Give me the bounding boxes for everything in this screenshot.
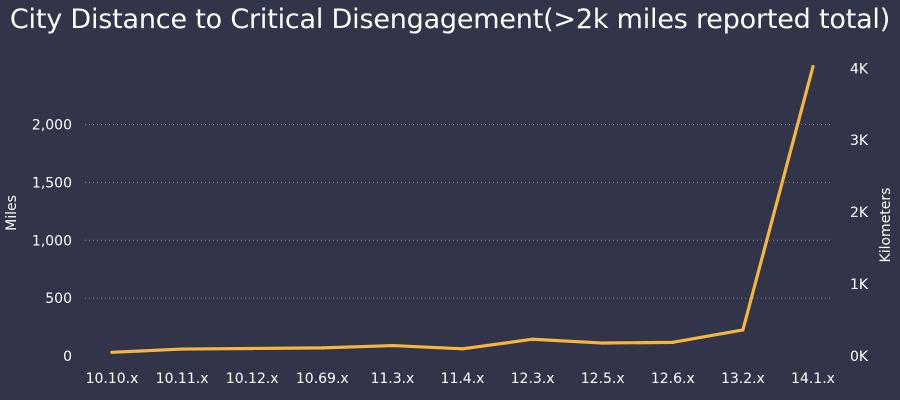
data-point <box>250 346 254 351</box>
chart-title: City Distance to Critical Disengagement(… <box>9 4 891 35</box>
x-tick-label: 11.3.x <box>370 371 414 387</box>
y-tick-label: 500 <box>45 291 72 307</box>
data-point <box>741 328 745 332</box>
data-point <box>180 347 184 351</box>
y2-tick-label: 4K <box>850 61 869 77</box>
y2-tick-label: 2K <box>850 205 869 221</box>
y-tick-label: 2,000 <box>32 118 72 134</box>
x-tick-label: 10.12.x <box>226 371 279 387</box>
x-tick-label: 11.4.x <box>441 371 485 387</box>
data-point <box>110 350 114 354</box>
data-point <box>460 347 465 351</box>
data-point <box>671 340 675 344</box>
data-point <box>601 341 605 345</box>
y2-tick-label: 0K <box>850 349 869 365</box>
x-tick-label: 10.11.x <box>156 371 209 387</box>
x-tick-label: 13.2.x <box>721 371 765 387</box>
x-tick-label: 12.3.x <box>511 371 555 387</box>
y2-tick-label: 1K <box>850 277 869 293</box>
data-point <box>531 337 535 341</box>
y-axis-title: Miles <box>4 195 20 231</box>
y-tick-label: 1,000 <box>32 233 72 249</box>
x-tick-label: 10.10.x <box>86 371 139 387</box>
x-tick-label: 12.6.x <box>651 371 695 387</box>
data-point <box>320 346 324 350</box>
data-point <box>811 65 815 69</box>
y2-tick-label: 3K <box>850 133 869 149</box>
x-tick-label: 12.5.x <box>581 371 625 387</box>
series-line-miles <box>110 65 815 354</box>
y-tick-label: 1,500 <box>32 175 72 191</box>
x-tick-label: 14.1.x <box>791 371 835 387</box>
y2-axis-title: Kilometers <box>878 188 894 263</box>
data-point <box>390 343 394 348</box>
x-tick-label: 10.69.x <box>296 371 349 387</box>
y-tick-label: 0 <box>63 349 72 365</box>
